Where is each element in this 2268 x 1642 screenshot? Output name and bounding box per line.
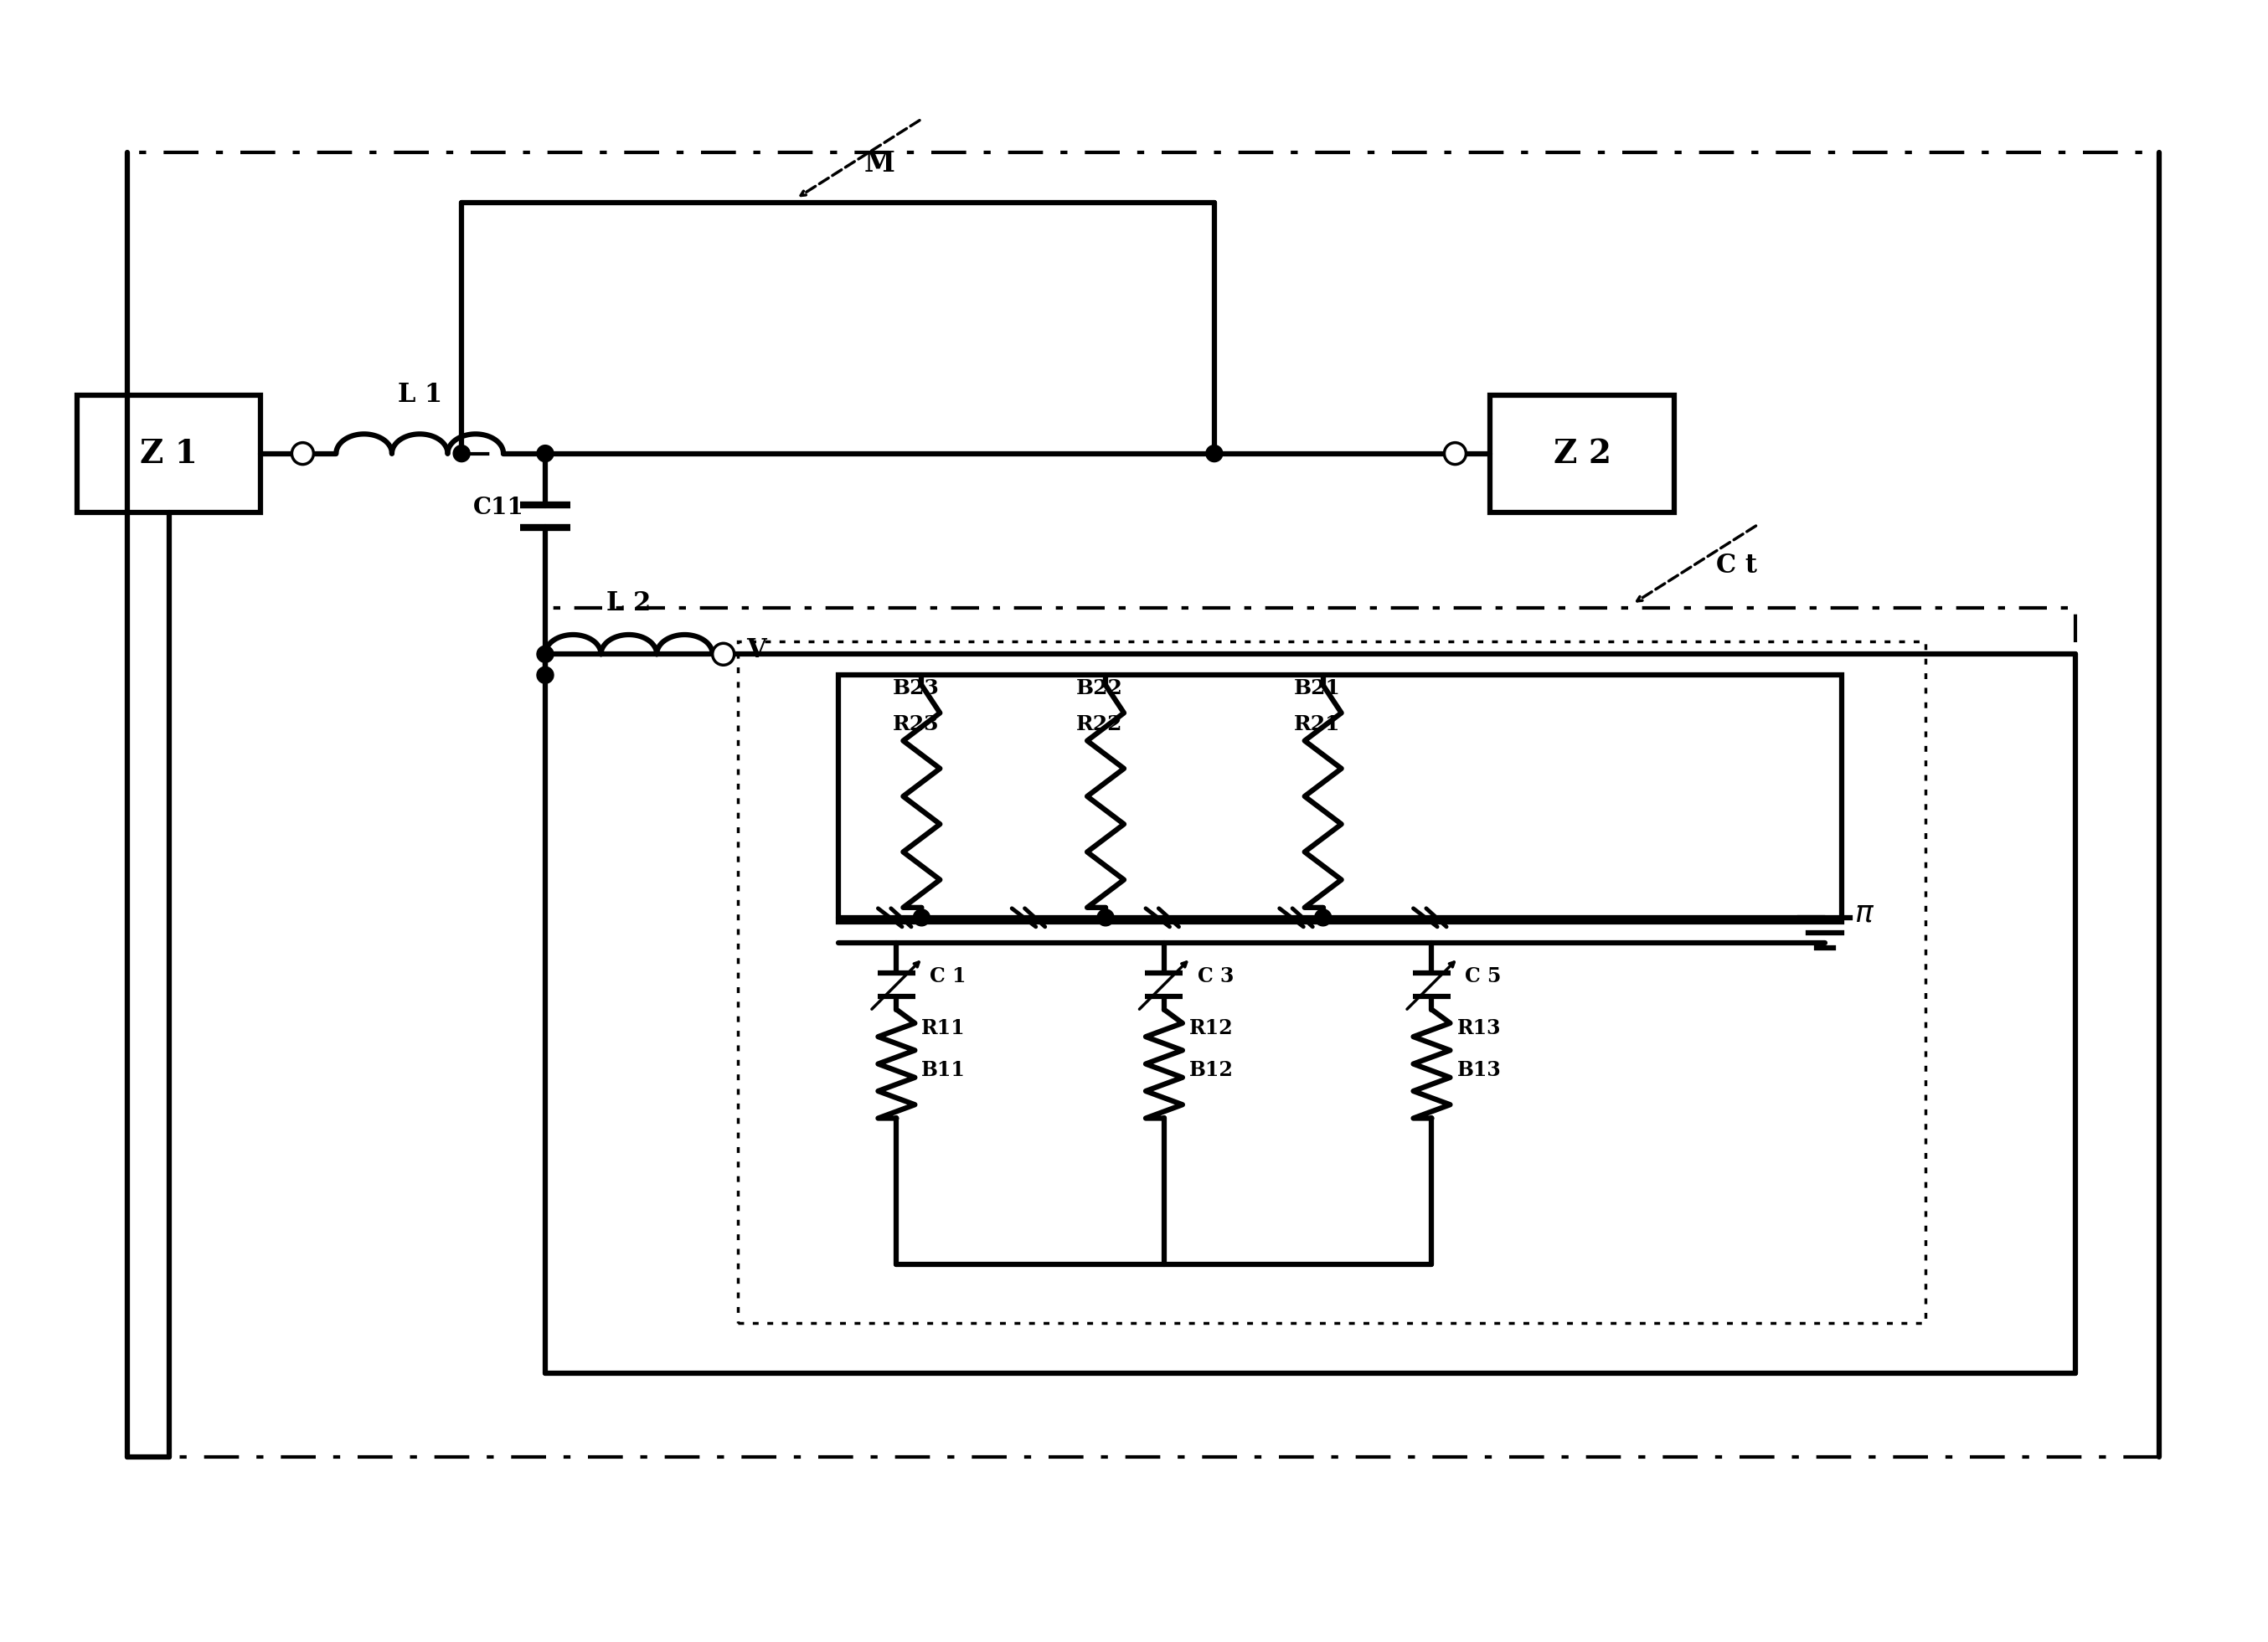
Text: V: V (746, 637, 767, 663)
Circle shape (538, 445, 553, 461)
Bar (1490, 396, 1674, 512)
Text: R13: R13 (1456, 1018, 1501, 1038)
Text: B21: B21 (1293, 678, 1340, 698)
Circle shape (914, 910, 930, 926)
Circle shape (454, 445, 469, 461)
Text: L 1: L 1 (397, 381, 442, 407)
Bar (463, 202, 1213, 453)
Bar (737, 642, 1926, 1323)
Bar (77, 396, 261, 512)
Circle shape (1445, 443, 1465, 465)
Bar (544, 608, 2075, 1373)
Circle shape (538, 645, 553, 663)
Text: B23: B23 (891, 678, 939, 698)
Text: C 1: C 1 (930, 965, 966, 987)
Text: B13: B13 (1456, 1059, 1501, 1080)
Bar (837, 675, 1842, 921)
Circle shape (538, 667, 553, 683)
Bar (127, 153, 2159, 1456)
Text: B12: B12 (1188, 1059, 1234, 1080)
Circle shape (293, 443, 313, 465)
Text: R21: R21 (1293, 714, 1340, 734)
Text: R11: R11 (921, 1018, 966, 1038)
Text: R12: R12 (1188, 1018, 1234, 1038)
Text: $\pi$: $\pi$ (1853, 900, 1873, 928)
Text: M: M (864, 149, 896, 177)
Text: R22: R22 (1077, 714, 1123, 734)
Text: C 5: C 5 (1465, 965, 1501, 987)
Text: L 2: L 2 (606, 591, 651, 616)
Circle shape (1098, 910, 1114, 926)
Text: Z 2: Z 2 (1554, 438, 1610, 470)
Text: B22: B22 (1077, 678, 1123, 698)
Text: Z 1: Z 1 (141, 438, 197, 470)
Text: B11: B11 (921, 1059, 966, 1080)
Circle shape (712, 644, 735, 665)
Text: C 3: C 3 (1198, 965, 1234, 987)
Circle shape (1207, 445, 1222, 461)
Text: R23: R23 (891, 714, 939, 734)
Text: C t: C t (1717, 553, 1758, 580)
Text: C11: C11 (474, 496, 524, 519)
Circle shape (1315, 910, 1331, 926)
